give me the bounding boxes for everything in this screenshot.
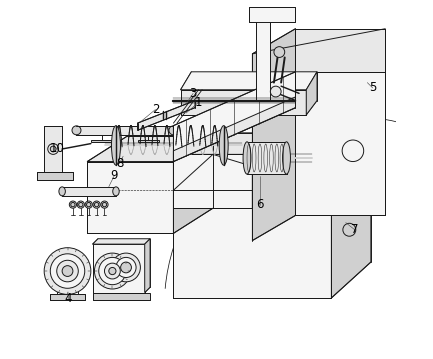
Polygon shape	[174, 154, 252, 208]
Text: 10: 10	[49, 143, 64, 155]
Text: 8: 8	[116, 157, 123, 170]
Circle shape	[99, 257, 126, 285]
Polygon shape	[295, 72, 385, 215]
Polygon shape	[331, 154, 371, 298]
Polygon shape	[306, 72, 317, 115]
Circle shape	[93, 201, 100, 208]
Ellipse shape	[111, 126, 120, 165]
Polygon shape	[174, 133, 281, 154]
Polygon shape	[44, 126, 62, 172]
Text: 6: 6	[256, 198, 263, 211]
Circle shape	[112, 253, 140, 282]
Polygon shape	[62, 187, 116, 196]
Circle shape	[104, 263, 120, 279]
Circle shape	[44, 248, 91, 294]
Polygon shape	[87, 162, 174, 233]
Polygon shape	[93, 244, 145, 293]
Circle shape	[94, 253, 130, 289]
Text: 5: 5	[369, 81, 376, 94]
Circle shape	[101, 201, 108, 208]
Circle shape	[116, 257, 136, 278]
Polygon shape	[87, 136, 213, 162]
Circle shape	[57, 260, 78, 282]
Polygon shape	[138, 140, 159, 142]
Polygon shape	[181, 72, 317, 90]
Ellipse shape	[72, 126, 81, 135]
Circle shape	[85, 201, 92, 208]
Polygon shape	[145, 239, 150, 293]
Polygon shape	[181, 90, 306, 115]
Text: 1: 1	[195, 96, 202, 109]
Polygon shape	[174, 97, 295, 162]
Text: 9: 9	[110, 169, 118, 182]
Polygon shape	[174, 136, 213, 233]
Circle shape	[342, 140, 364, 162]
Circle shape	[343, 223, 356, 236]
Circle shape	[102, 202, 107, 207]
Polygon shape	[247, 142, 287, 174]
Polygon shape	[174, 190, 331, 298]
Circle shape	[87, 202, 91, 207]
Polygon shape	[93, 293, 150, 300]
Circle shape	[270, 86, 281, 97]
Circle shape	[62, 266, 73, 276]
Circle shape	[50, 146, 56, 152]
Polygon shape	[256, 7, 270, 101]
Polygon shape	[252, 29, 295, 241]
Circle shape	[109, 267, 116, 275]
Polygon shape	[252, 133, 281, 208]
Polygon shape	[37, 172, 73, 180]
Circle shape	[71, 202, 75, 207]
Circle shape	[69, 201, 77, 208]
Polygon shape	[49, 294, 85, 300]
Ellipse shape	[283, 142, 291, 174]
Circle shape	[48, 144, 58, 154]
Ellipse shape	[113, 187, 119, 196]
Polygon shape	[174, 72, 295, 162]
Circle shape	[94, 202, 99, 207]
Ellipse shape	[169, 126, 178, 135]
Text: 7: 7	[351, 223, 359, 236]
Polygon shape	[295, 29, 385, 72]
Circle shape	[274, 47, 285, 57]
Circle shape	[121, 262, 132, 273]
Polygon shape	[174, 154, 371, 190]
Circle shape	[77, 201, 84, 208]
Text: 4: 4	[65, 292, 72, 305]
Polygon shape	[138, 101, 195, 130]
Polygon shape	[93, 239, 150, 244]
Ellipse shape	[219, 126, 228, 165]
Circle shape	[79, 202, 83, 207]
Polygon shape	[249, 7, 295, 22]
Text: 3: 3	[190, 87, 197, 100]
Text: 2: 2	[152, 103, 159, 116]
Circle shape	[50, 254, 85, 288]
Polygon shape	[91, 140, 113, 142]
Polygon shape	[295, 72, 385, 215]
Polygon shape	[77, 126, 174, 135]
Ellipse shape	[243, 142, 251, 174]
Ellipse shape	[59, 187, 65, 196]
